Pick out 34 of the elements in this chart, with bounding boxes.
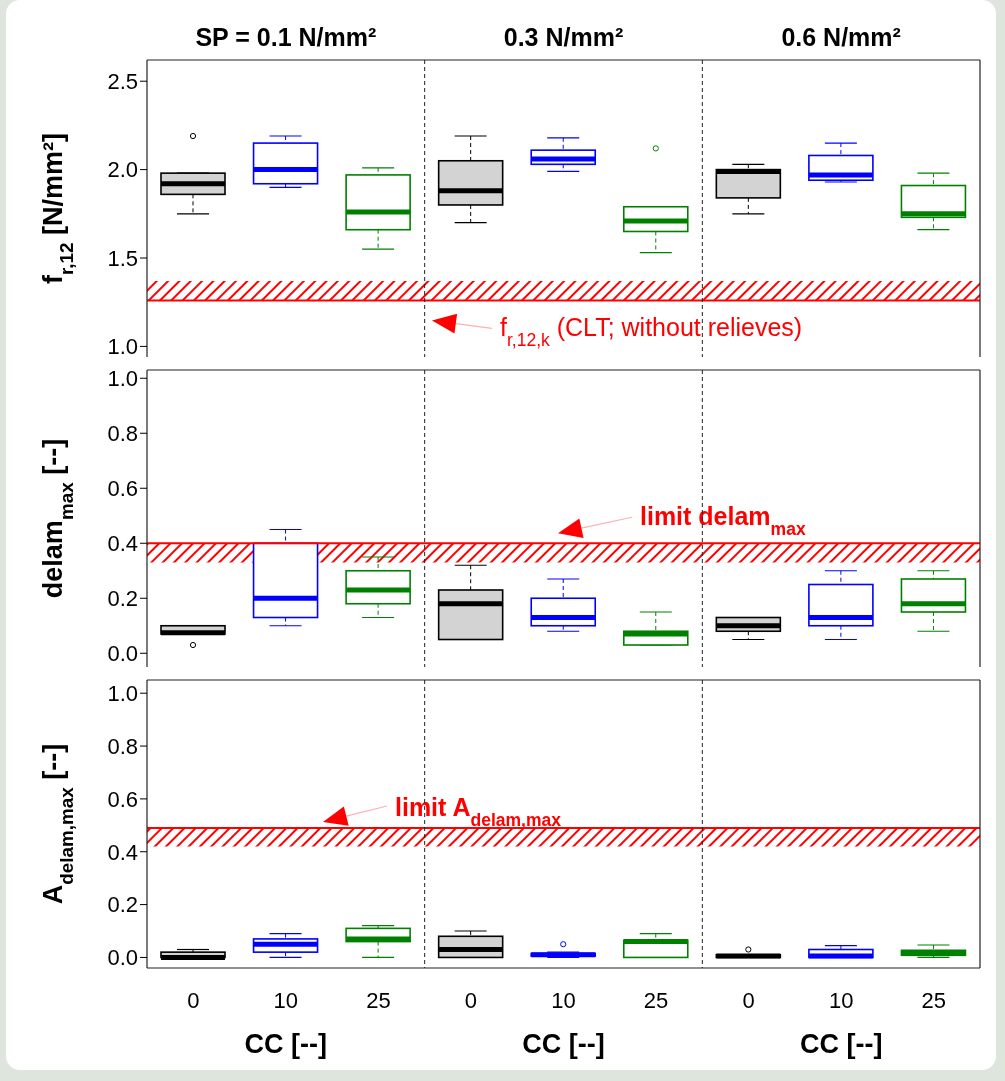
x-tick-label: 25 <box>366 987 391 1013</box>
y-tick-label: 0.0 <box>107 641 138 667</box>
y-tick-label: 0.2 <box>107 586 138 612</box>
text: CC [--] <box>522 1029 605 1059</box>
y-tick-label: 1.0 <box>107 334 138 360</box>
y-tick-label: 0.0 <box>107 945 138 971</box>
x-tick-label: 25 <box>643 987 669 1013</box>
text: SP = 0.1 N/mm² <box>195 23 377 51</box>
text: CC [--] <box>799 1029 883 1059</box>
x-axis-title: CC [--] <box>244 1029 328 1059</box>
x-tick-label: 25 <box>921 987 946 1013</box>
y-tick-label: 2.0 <box>107 157 138 183</box>
y-tick-label: 0.6 <box>107 476 138 502</box>
x-tick-label: 0 <box>464 987 478 1013</box>
x-tick-label: 10 <box>551 987 576 1013</box>
y-tick-label: 2.5 <box>107 69 138 95</box>
y-tick-label: 0.4 <box>107 531 138 557</box>
x-tick-label: 10 <box>828 987 854 1013</box>
y-tick-label: 0.8 <box>107 733 138 759</box>
y-tick-label: 0.4 <box>107 839 138 865</box>
legend-label: limit delam$_{max}$ <box>640 502 806 540</box>
x-tick-label: 0 <box>742 987 755 1013</box>
y-tick-label: 0.6 <box>107 786 138 812</box>
ref-line-label: limit A$_{delam,max}$ <box>395 792 562 830</box>
y-tick-label: 1.0 <box>107 681 138 707</box>
x-tick-label: 10 <box>273 987 299 1013</box>
y-tick-label: 1.0 <box>107 366 138 392</box>
x-tick-label: 0 <box>187 987 200 1013</box>
y-tick-label: 0.2 <box>107 892 138 918</box>
y-tick-label: 1.5 <box>107 245 138 271</box>
text: 0.3 N/mm² <box>503 23 624 51</box>
y-tick-label: 0.8 <box>107 421 138 447</box>
text: 0.6 N/mm² <box>781 23 901 51</box>
legend-label: f$_{r,12,k}$ (CLT; without relieves) <box>500 313 803 351</box>
